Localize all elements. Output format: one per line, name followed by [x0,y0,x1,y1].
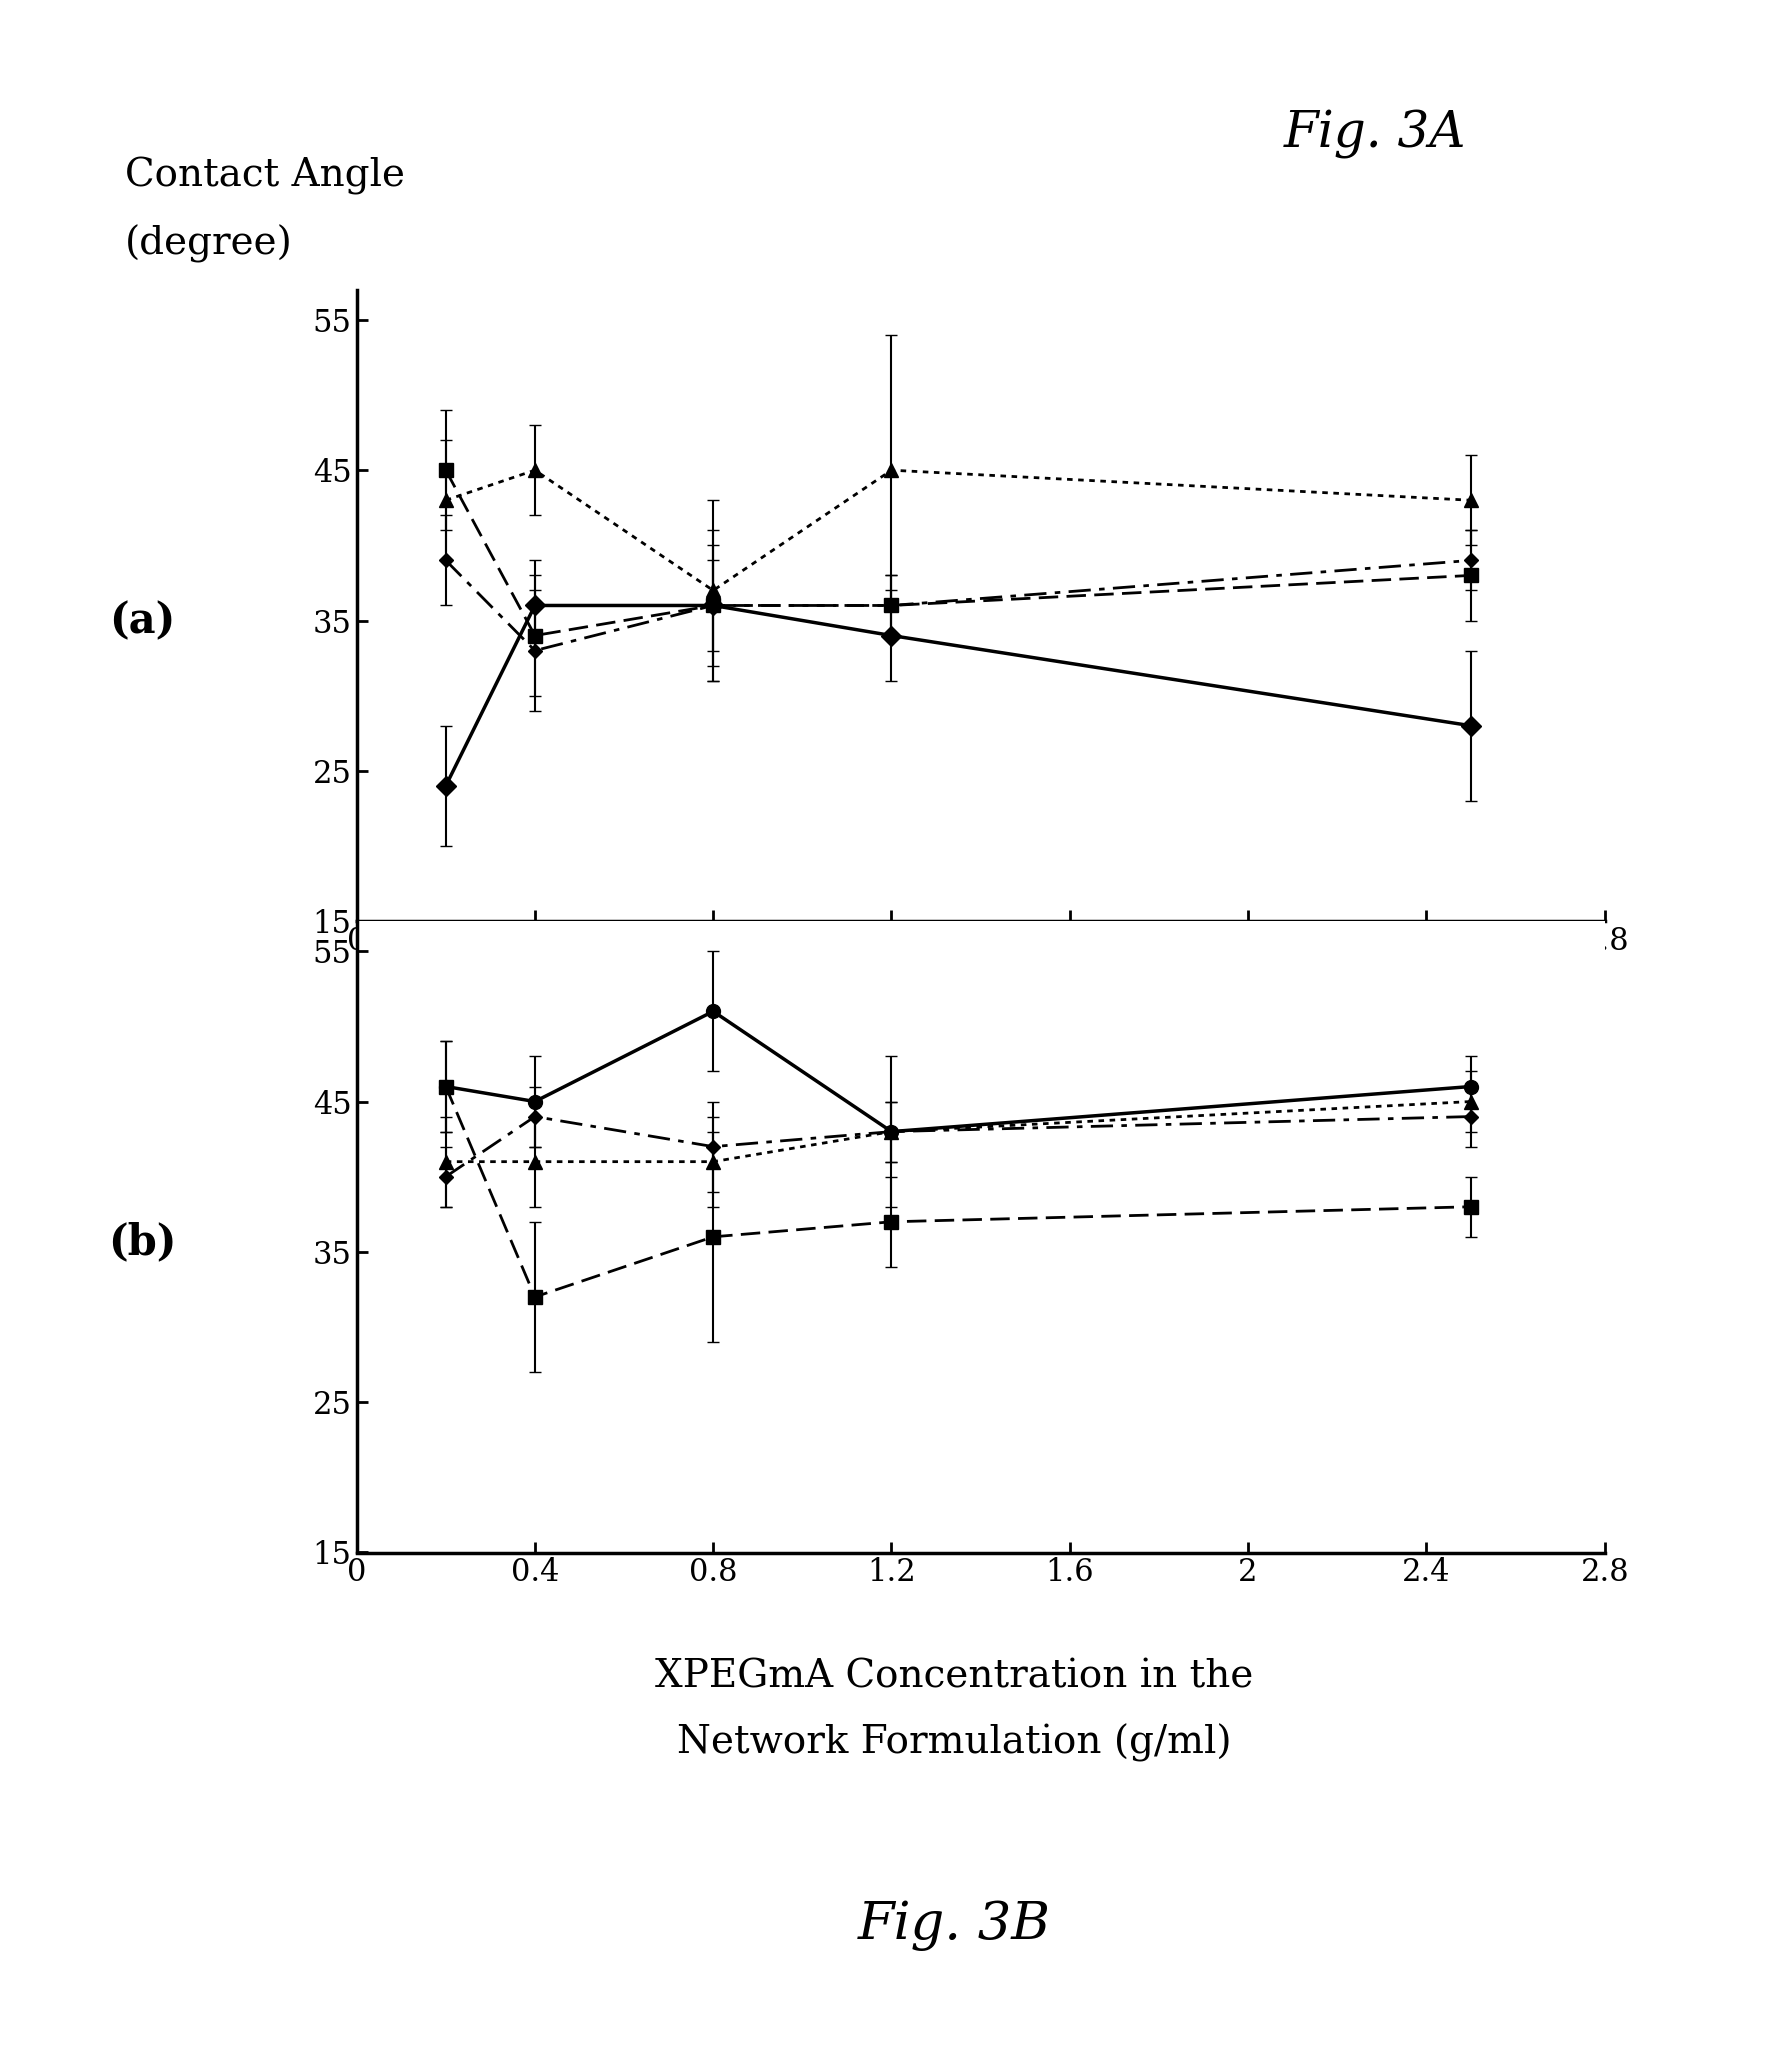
Text: Fig. 3B: Fig. 3B [857,1900,1050,1950]
Text: XPEGmA Concentration in the: XPEGmA Concentration in the [654,1658,1253,1695]
Text: (a): (a) [109,600,176,642]
Text: Network Formulation (g/ml): Network Formulation (g/ml) [675,1724,1231,1762]
Text: (degree): (degree) [125,226,292,263]
Text: Contact Angle: Contact Angle [125,157,405,195]
Text: Fig. 3A: Fig. 3A [1283,110,1465,159]
Text: (b): (b) [109,1221,176,1263]
